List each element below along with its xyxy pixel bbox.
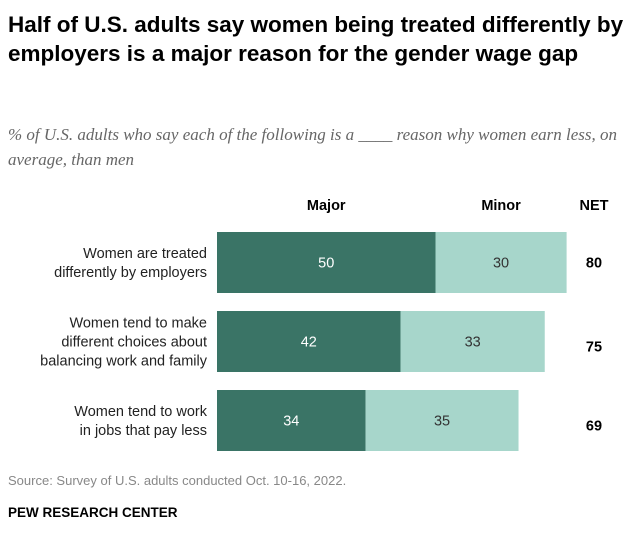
net-value: 75	[586, 340, 602, 356]
organization-name: PEW RESEARCH CENTER	[8, 505, 178, 520]
stacked-bar-chart: Major Minor NET Women are treated differentl…	[40, 198, 609, 451]
bar-minor	[400, 311, 545, 372]
data-label-major: 42	[301, 335, 317, 351]
legend-label-minor: Minor	[481, 198, 521, 214]
bar-major	[217, 311, 401, 372]
chart-title: Half of U.S. adults say women being trea…	[8, 12, 624, 66]
category-label: Women tend to make different choices abou…	[40, 316, 208, 370]
data-label-major: 50	[318, 256, 334, 272]
data-label-minor: 35	[434, 414, 450, 430]
category-label: Women tend to work in jobs that pay less	[74, 404, 207, 439]
net-value: 80	[586, 256, 602, 272]
bar-minor	[365, 390, 519, 451]
source-note: Source: Survey of U.S. adults conducted …	[8, 473, 347, 488]
bar-major	[217, 390, 366, 451]
bar-minor	[435, 232, 567, 293]
legend-label-major: Major	[307, 198, 346, 214]
net-header: NET	[580, 198, 609, 214]
category-label: Women are treated differently by employer…	[54, 246, 207, 281]
data-label-minor: 33	[465, 335, 481, 351]
bar-major	[217, 232, 436, 293]
net-value: 69	[586, 419, 602, 435]
data-label-major: 34	[283, 414, 299, 430]
data-label-minor: 30	[493, 256, 509, 272]
chart-subtitle: % of U.S. adults who say each of the fol…	[8, 125, 617, 169]
